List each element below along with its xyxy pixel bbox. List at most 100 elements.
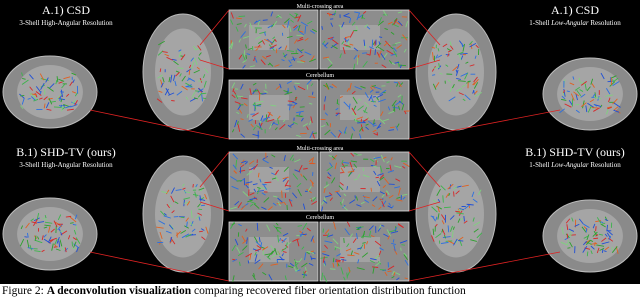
fiber [432,83,437,90]
fiber [242,59,247,64]
fiber [459,208,465,211]
fiber [353,54,357,60]
fiber [343,126,347,134]
fiber [394,165,402,169]
fiber [285,242,288,247]
fiber [64,247,67,253]
fiber [261,93,267,95]
fiber [304,51,312,56]
fiber [374,49,377,56]
fiber [592,223,596,229]
fiber [376,132,379,136]
fiber [373,119,375,125]
fiber [396,123,400,128]
fiber [262,159,269,164]
fiber [204,68,209,74]
fiber [201,92,207,95]
fiber [323,187,326,194]
fiber [343,161,350,164]
fiber [327,37,334,40]
fiber [341,159,344,164]
fiber [331,177,336,184]
fiber [371,204,376,207]
fiber [247,260,250,264]
fiber [242,191,249,197]
fiber [343,193,347,197]
subtitle-part: 1-Shell [529,19,551,27]
fiber [389,164,392,171]
fiber [40,82,45,90]
fiber [466,203,474,206]
fiber [328,155,333,157]
fiber [294,96,298,101]
zoom-panel [319,221,410,283]
fiber [162,51,168,53]
fiber [445,193,450,198]
fiber [377,125,381,129]
fiber [395,178,401,182]
fiber [326,233,330,238]
fiber [372,129,377,133]
fiber [589,99,595,103]
fiber [450,45,454,50]
fiber [257,20,261,27]
fiber [346,272,348,279]
fiber [179,73,182,77]
fiber [20,225,24,230]
fiber [298,30,305,36]
fiber [58,78,65,82]
fiber [349,199,356,204]
fiber [262,55,267,60]
fiber [282,24,286,29]
fiber [294,82,300,85]
fiber [448,96,456,102]
fiber [376,97,380,101]
fiber [369,46,374,50]
fiber [460,52,468,55]
fiber [612,79,615,83]
fiber [336,259,339,267]
fiber [382,52,388,60]
fiber [248,160,255,165]
fiber [463,220,468,224]
fiber [604,233,608,237]
fiber [274,38,277,42]
fiber [184,225,189,229]
fiber [261,40,265,45]
fiber [240,31,246,38]
subtitle-part: Low-Angular [550,161,589,169]
fiber [338,129,343,134]
fiber [194,57,198,66]
fiber [442,236,451,239]
fiber [230,19,234,25]
zoom-panel [228,79,319,140]
fiber [364,199,370,204]
fiber [457,208,461,213]
fiber [195,90,200,92]
fiber [607,106,612,109]
fiber [350,133,353,140]
fiber [447,225,450,233]
fiber [377,173,384,176]
fiber [158,40,165,46]
fiber [272,36,276,40]
fiber [609,81,616,87]
fiber [47,86,54,92]
fiber [457,209,463,211]
fiber [232,258,238,262]
fiber [306,251,311,255]
fiber [583,223,590,228]
fiber [397,94,402,98]
fiber [390,230,399,234]
fiber [575,93,578,101]
fiber [378,206,382,210]
fiber [232,88,235,92]
fiber [376,122,382,130]
fiber [157,74,163,79]
fiber [19,238,25,247]
fiber [398,187,401,196]
fiber [237,121,239,125]
fiber [367,120,374,126]
fiber [201,236,206,241]
fiber [236,111,240,115]
